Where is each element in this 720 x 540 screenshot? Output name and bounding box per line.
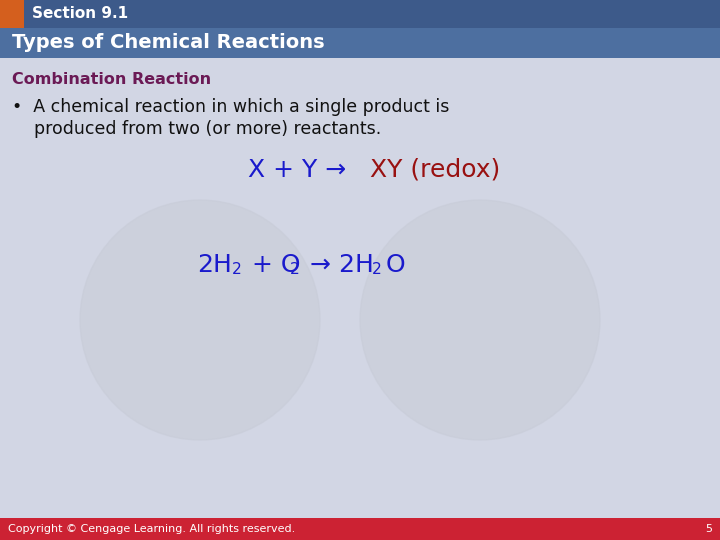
Text: •  A chemical reaction in which a single product is: • A chemical reaction in which a single … [12, 98, 449, 116]
Text: XY (redox): XY (redox) [370, 158, 500, 182]
Text: 2H: 2H [197, 253, 232, 277]
Text: → 2H: → 2H [302, 253, 374, 277]
Text: 2: 2 [372, 262, 382, 278]
Text: + O: + O [244, 253, 300, 277]
Text: Section 9.1: Section 9.1 [32, 6, 128, 22]
Text: Types of Chemical Reactions: Types of Chemical Reactions [12, 33, 325, 52]
Text: 5: 5 [705, 524, 712, 534]
Text: X + Y →: X + Y → [248, 158, 354, 182]
Text: 2: 2 [290, 262, 300, 278]
Text: produced from two (or more) reactants.: produced from two (or more) reactants. [12, 120, 382, 138]
Text: 2: 2 [232, 262, 242, 278]
Text: O: O [386, 253, 405, 277]
Bar [0, 0, 24, 28]
Circle shape [80, 200, 320, 440]
Bar [0, 0, 720, 28]
Bar [0, 518, 720, 540]
Bar [0, 28, 720, 58]
Text: Copyright © Cengage Learning. All rights reserved.: Copyright © Cengage Learning. All rights… [8, 524, 295, 534]
FancyBboxPatch shape [22, 0, 203, 31]
Text: Combination Reaction: Combination Reaction [12, 72, 211, 87]
Circle shape [360, 200, 600, 440]
